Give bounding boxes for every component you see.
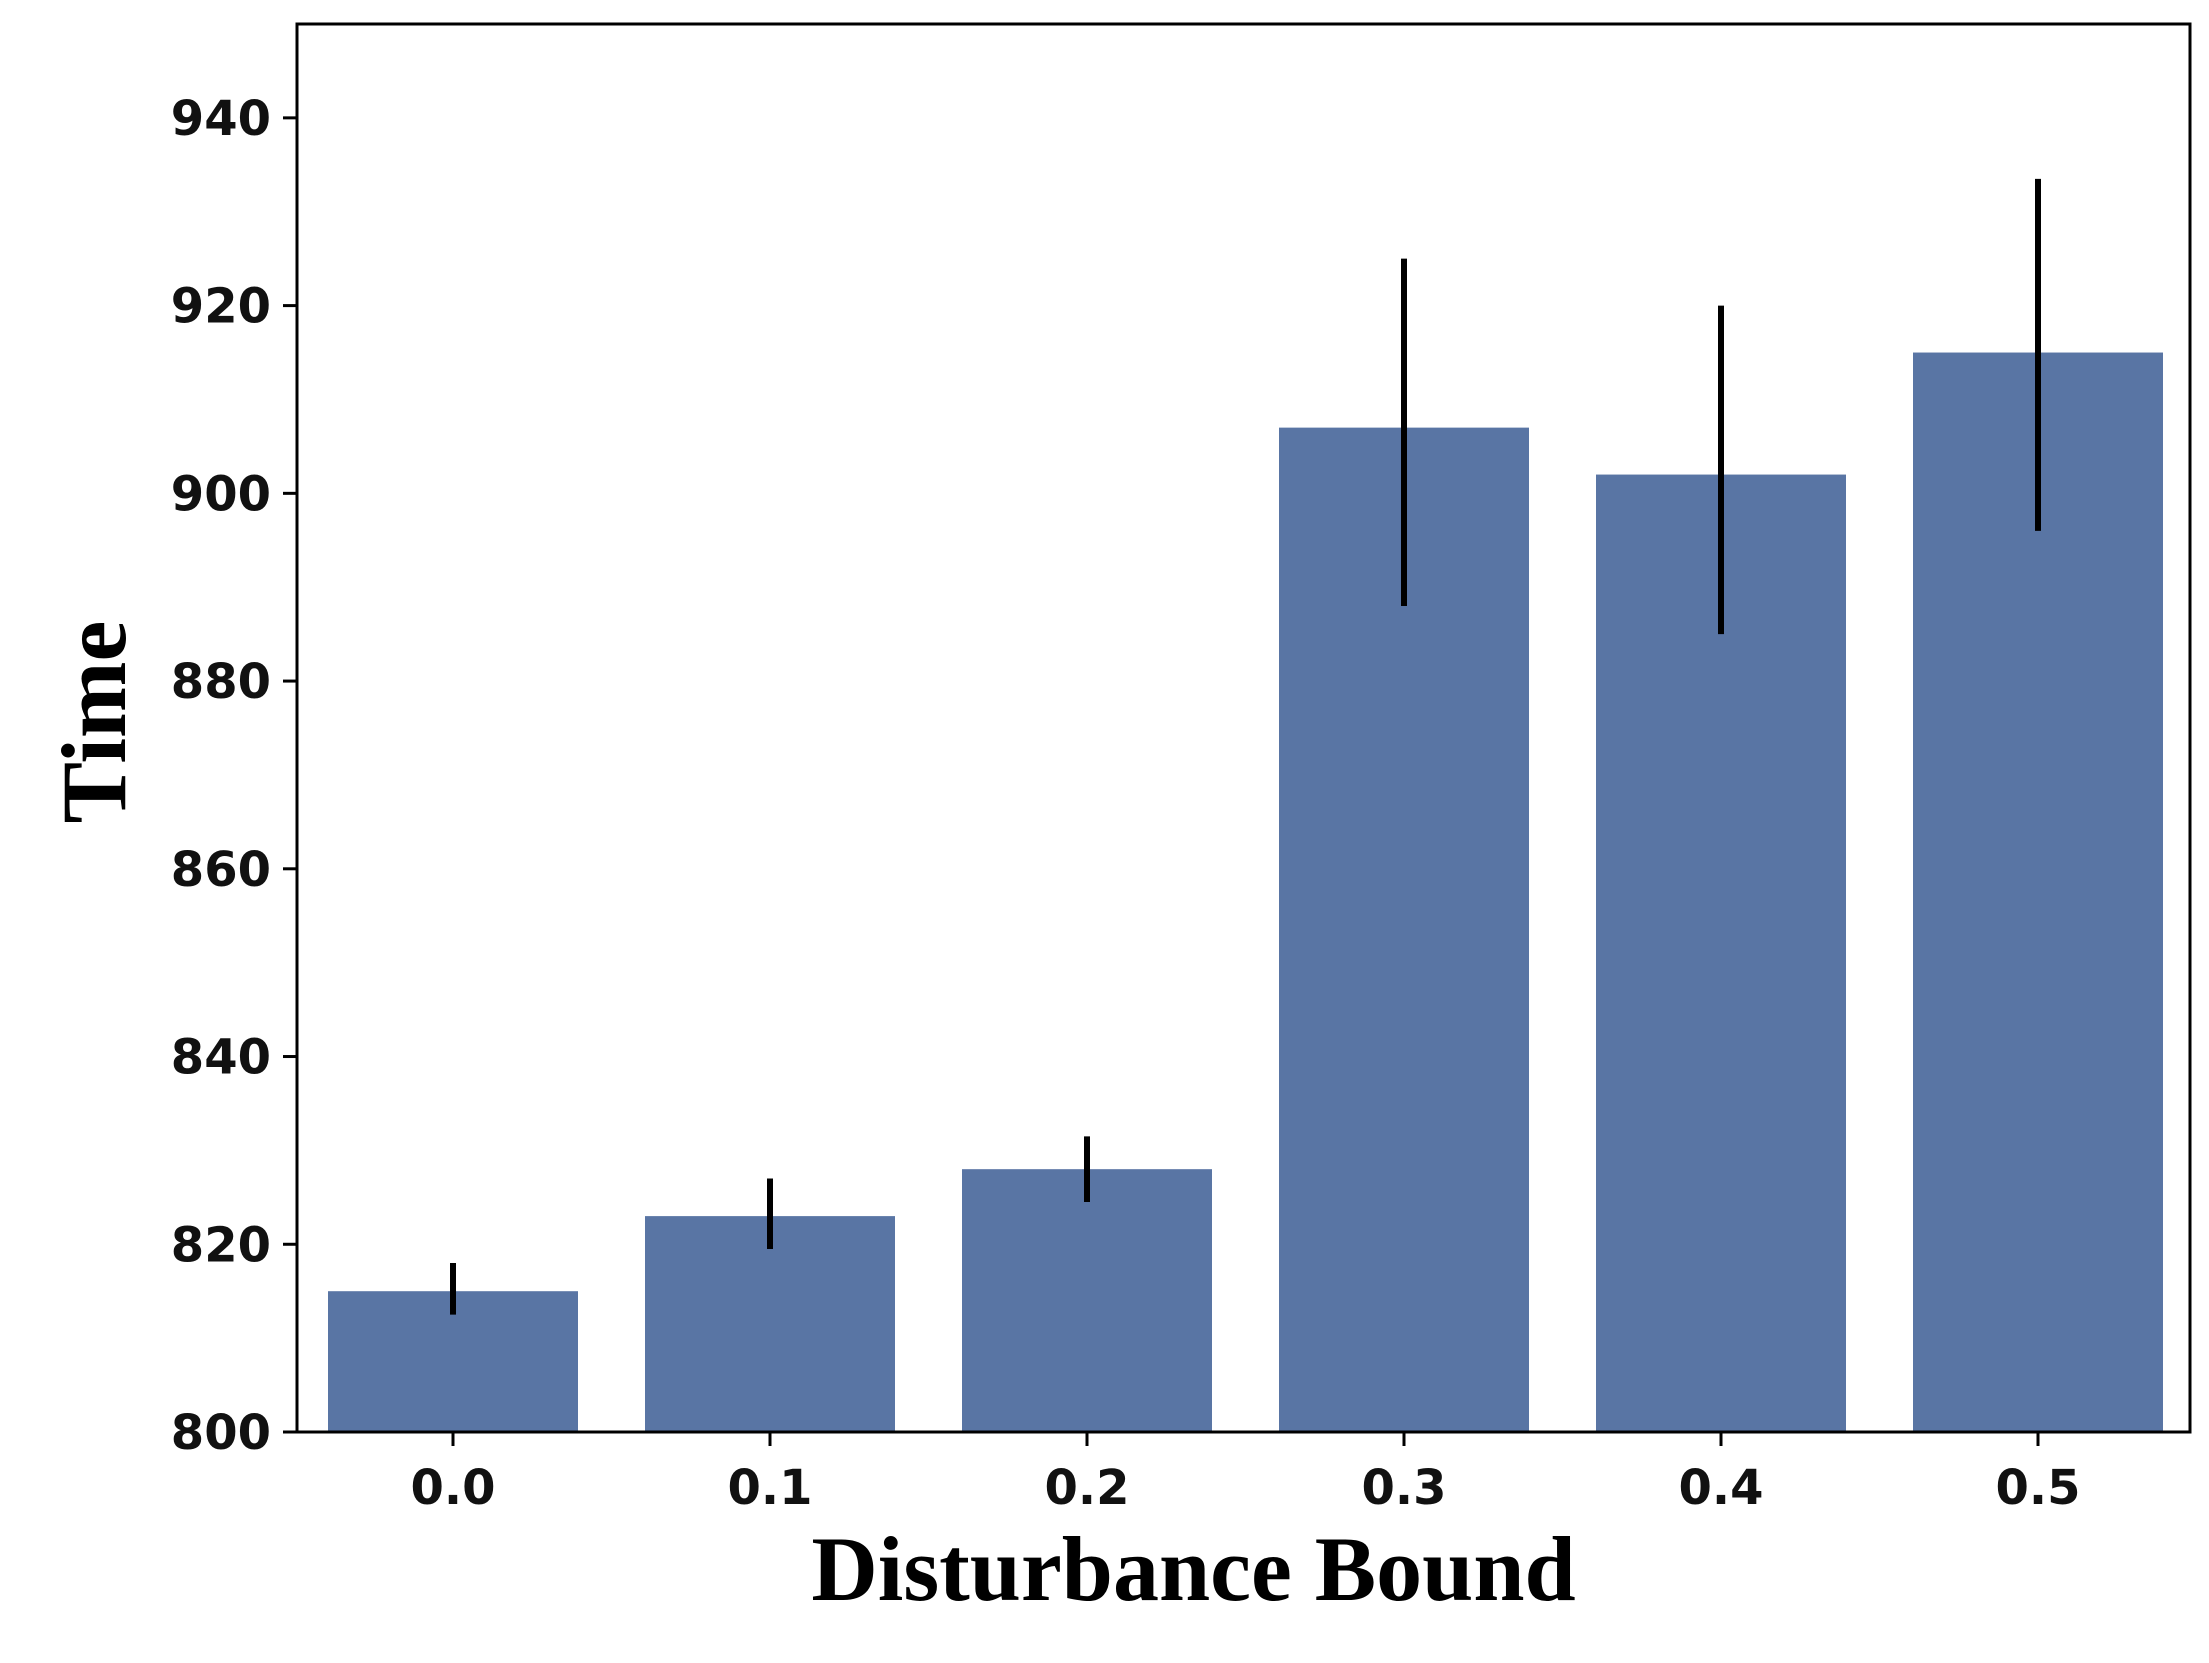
bar-0.2 <box>962 1169 1212 1432</box>
x-axis-title: Disturbance Bound <box>811 1518 1575 1620</box>
x-axis: 0.0 0.1 0.2 0.3 0.4 0.5 <box>410 1432 2081 1516</box>
y-tick-label: 840 <box>171 1030 271 1086</box>
y-tick-label: 820 <box>171 1217 271 1273</box>
x-tick-label: 0.4 <box>1678 1460 1763 1516</box>
x-tick-label: 0.2 <box>1044 1460 1129 1516</box>
y-tick-label: 900 <box>171 466 271 522</box>
bar-0.1 <box>645 1216 895 1432</box>
y-axis-title: Time <box>43 621 145 824</box>
x-tick-label: 0.0 <box>410 1460 495 1516</box>
y-tick-label: 800 <box>171 1405 271 1461</box>
x-tick-label: 0.5 <box>1995 1460 2080 1516</box>
x-tick-label: 0.1 <box>727 1460 812 1516</box>
error-bars-group <box>450 178 2041 1315</box>
plot-frame <box>295 22 2192 1434</box>
y-tick-label: 860 <box>171 842 271 898</box>
bar-0.5 <box>1913 352 2163 1432</box>
x-tick-label: 0.3 <box>1361 1460 1446 1516</box>
y-axis: 800 820 840 860 880 900 920 940 <box>171 91 297 1461</box>
y-tick-label: 880 <box>171 654 271 710</box>
bars-group <box>328 352 2163 1432</box>
y-tick-label: 940 <box>171 91 271 147</box>
y-tick-label: 920 <box>171 279 271 335</box>
